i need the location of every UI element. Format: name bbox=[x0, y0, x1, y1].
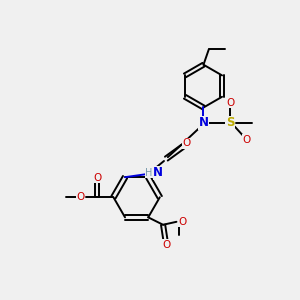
Text: N: N bbox=[199, 116, 208, 130]
Text: O: O bbox=[227, 98, 235, 108]
Text: S: S bbox=[226, 116, 235, 130]
Text: O: O bbox=[93, 173, 101, 183]
Text: O: O bbox=[76, 192, 85, 202]
Text: O: O bbox=[242, 135, 251, 145]
Text: O: O bbox=[162, 240, 170, 250]
Text: N: N bbox=[153, 167, 163, 179]
Text: H: H bbox=[145, 168, 152, 178]
Text: O: O bbox=[178, 217, 187, 227]
Text: O: O bbox=[182, 138, 191, 148]
